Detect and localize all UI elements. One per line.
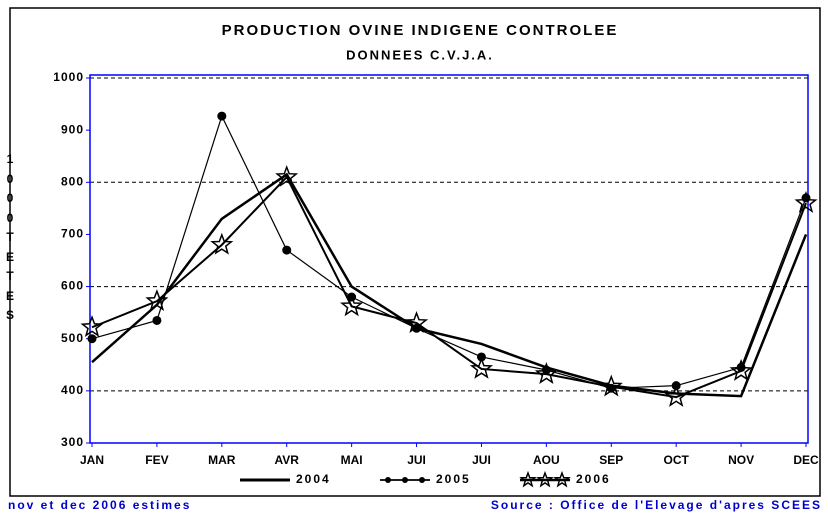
plot-border — [89, 74, 809, 444]
marker — [541, 365, 551, 375]
chart-title: PRODUCTION OVINE INDIGENE CONTROLEE — [222, 22, 619, 39]
y-tick-label: 300 — [61, 435, 84, 449]
line — [91, 172, 808, 398]
marker — [664, 384, 688, 407]
legend-marker — [536, 470, 554, 488]
x-tick-label: FEV — [145, 453, 168, 467]
legend-marker — [519, 470, 537, 488]
marker — [210, 232, 234, 255]
marker — [217, 111, 227, 121]
x-tick-label: JUI — [472, 453, 491, 467]
marker — [404, 310, 429, 333]
x-tick-label: AOU — [533, 453, 560, 467]
marker — [152, 315, 162, 325]
source: Source : Office de l'Elevage d'apres SCE… — [491, 498, 822, 512]
marker — [412, 323, 422, 333]
x-tick-label: AVR — [275, 453, 300, 467]
legend-marker — [553, 470, 571, 488]
x-tick-label: JAN — [80, 453, 104, 467]
legend-marker — [402, 477, 408, 483]
legend-marker — [419, 477, 425, 483]
line — [91, 175, 807, 399]
marker — [80, 315, 104, 338]
legend-label: 2004 — [296, 472, 331, 486]
marker — [794, 190, 818, 213]
marker — [340, 294, 364, 317]
marker — [469, 356, 494, 379]
marker — [282, 245, 292, 255]
marker — [87, 334, 97, 344]
marker — [729, 358, 753, 381]
y-tick-label: 500 — [61, 331, 84, 345]
marker — [145, 289, 169, 312]
y-tick-label: 900 — [61, 122, 84, 136]
marker — [599, 374, 623, 397]
legend-marker — [385, 477, 391, 483]
x-tick-label: JUI — [407, 453, 426, 467]
x-tick-label: MAR — [208, 453, 236, 467]
legend-label: 2005 — [436, 472, 471, 486]
y-axis-label: 1000 TETES — [5, 152, 14, 322]
y-tick-label: 1000 — [53, 70, 84, 84]
legend-label: 2006 — [576, 472, 611, 486]
x-tick-label: NOV — [728, 453, 754, 467]
x-tick-label: MAI — [341, 453, 363, 467]
chart-subtitle: DONNEES C.V.J.A. — [346, 47, 494, 62]
marker — [534, 362, 558, 385]
marker — [476, 352, 486, 362]
y-tick-label: 600 — [61, 279, 84, 293]
frame — [9, 7, 821, 497]
y-tick-label: 800 — [61, 174, 84, 188]
x-tick-label: OCT — [664, 453, 690, 467]
y-tick-label: 400 — [61, 383, 84, 397]
footnote: nov et dec 2006 estimes — [8, 498, 191, 512]
marker — [275, 164, 299, 187]
line — [91, 114, 807, 389]
x-tick-label: DEC — [793, 453, 819, 467]
y-tick-label: 700 — [61, 227, 84, 241]
x-tick-label: SEP — [599, 453, 623, 467]
